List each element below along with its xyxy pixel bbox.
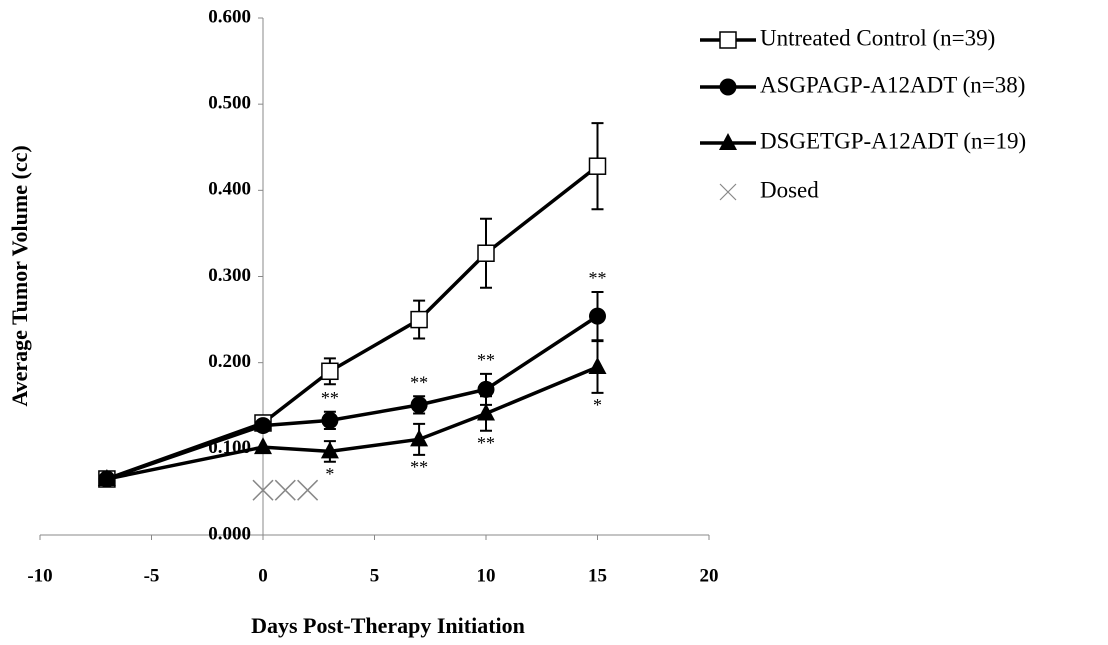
annotation: ** — [321, 388, 339, 408]
marker — [588, 157, 607, 175]
x-tick-label: 10 — [477, 565, 496, 586]
series-line — [106, 314, 599, 481]
x-tick-label: 5 — [370, 565, 380, 586]
marker — [410, 310, 428, 329]
annotation: ** — [410, 457, 428, 477]
legend-marker — [719, 133, 737, 150]
marker — [477, 380, 495, 398]
annotation: ** — [477, 433, 495, 453]
marker — [252, 479, 274, 501]
annotation: ** — [589, 268, 607, 288]
marker — [410, 396, 428, 414]
annotation: * — [325, 464, 334, 484]
marker — [588, 356, 607, 374]
legend-label: DSGETGP-A12ADT (n=19) — [760, 128, 1026, 153]
marker — [477, 244, 495, 262]
x-tick-label: -10 — [27, 565, 52, 586]
x-tick-label: -5 — [144, 565, 160, 586]
legend-marker — [719, 31, 737, 49]
x-tick-label: 0 — [258, 565, 268, 586]
annotation: * — [593, 395, 602, 415]
marker — [477, 403, 495, 421]
y-tick-label: 0.000 — [208, 523, 251, 544]
x-tick-label: 20 — [700, 565, 719, 586]
legend-marker — [719, 183, 737, 201]
series-line — [106, 164, 599, 481]
series-line — [106, 365, 599, 481]
marker — [274, 479, 296, 501]
marker — [320, 441, 339, 459]
marker — [254, 417, 272, 435]
legend-label: Untreated Control (n=39) — [760, 25, 995, 50]
marker — [97, 468, 116, 486]
legend-label: ASGPAGP-A12ADT (n=38) — [760, 72, 1025, 97]
x-tick-label: 15 — [588, 565, 607, 586]
marker — [589, 307, 606, 325]
marker — [321, 362, 339, 381]
y-tick-label: 0.400 — [208, 179, 251, 200]
y-tick-label: 0.600 — [208, 6, 251, 27]
marker — [321, 411, 339, 429]
marker — [410, 429, 429, 447]
y-axis-label: Average Tumor Volume (cc) — [7, 145, 32, 406]
annotation: ** — [410, 372, 428, 392]
y-tick-label: 0.200 — [208, 351, 251, 372]
marker — [297, 479, 319, 501]
annotation: ** — [477, 350, 495, 370]
legend-label: Dosed — [760, 177, 819, 202]
legend-marker — [719, 78, 737, 96]
y-tick-label: 0.300 — [208, 265, 251, 286]
y-tick-label: 0.500 — [208, 93, 251, 114]
marker — [254, 437, 272, 455]
x-axis-label: Days Post-Therapy Initiation — [251, 613, 525, 638]
